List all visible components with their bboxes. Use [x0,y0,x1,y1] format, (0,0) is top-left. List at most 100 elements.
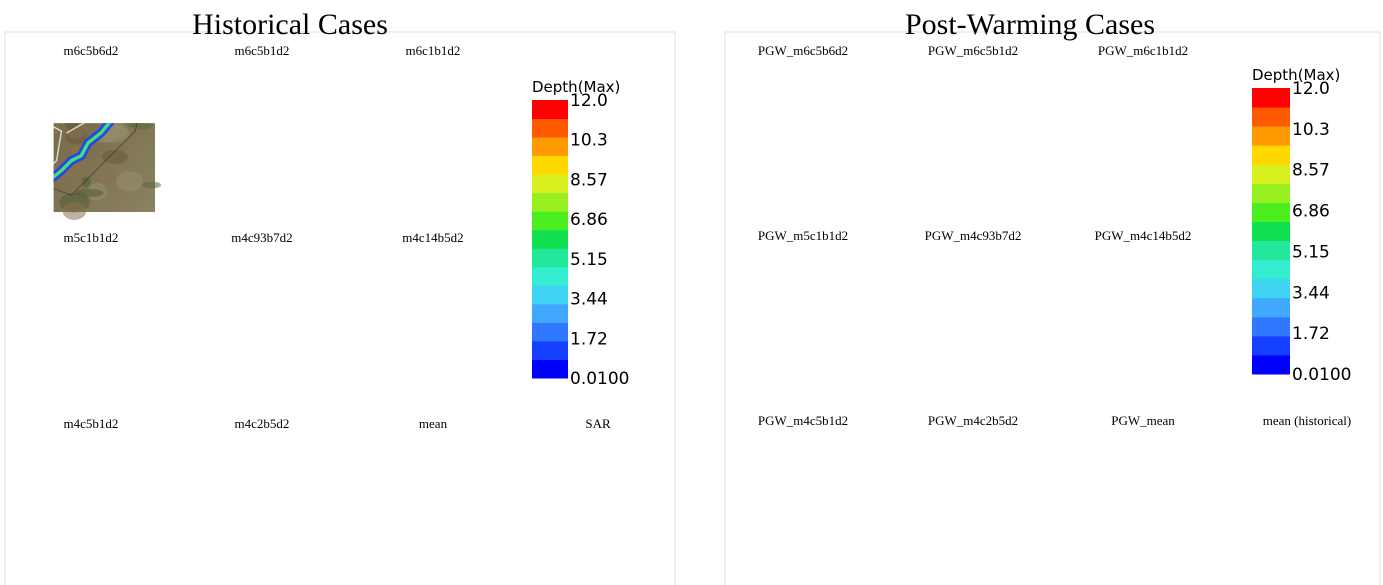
terrain-patch [453,114,471,132]
terrain-patch [757,79,768,85]
terrain-patch [737,532,758,550]
terrain-patch [832,572,863,580]
panel-label: m6c5b6d2 [64,43,119,58]
flood [389,103,473,182]
terrain-patch [955,527,973,534]
terrain-patch [1144,435,1161,458]
terrain-patch [264,146,293,157]
terrain-patch [844,529,864,537]
terrain-patch [1107,335,1118,349]
terrain-patch [930,123,942,143]
map-bg [198,249,326,399]
terrain-patch [780,465,796,479]
terrain-patch [87,76,106,94]
terrain-patch [489,450,501,464]
terrain-patch [794,519,805,529]
basin [1259,471,1358,568]
terrain-patch [821,486,836,503]
terrain-patch [429,347,441,363]
terrain-patch [1184,81,1197,98]
terrain-patch [409,133,422,145]
terrain-patch [113,248,143,259]
terrain-patch [143,537,160,545]
terrain-patch [309,282,320,304]
terrain-patch [910,523,930,539]
terrain-patch [201,430,230,450]
terrain-patch [296,84,324,97]
terrain-patch [236,193,264,205]
terrain-patch [89,57,113,73]
map [725,240,876,403]
terrain-patch [390,101,413,112]
terrain-patch [95,246,124,266]
terrain-patch [544,457,574,479]
terrain-patch [565,446,594,460]
terrain-patch [837,282,864,289]
terrain-patch [939,563,958,577]
terrain-patch [1351,495,1376,513]
panel-label: PGW_mean [1111,413,1175,428]
terrain-patch [62,201,87,220]
panel-label: SAR [585,416,611,431]
terrain-patch [783,534,792,558]
map-bg [737,430,870,585]
terrain-patch [1158,521,1183,540]
terrain-patch [310,473,329,487]
terrain-patch [762,500,789,522]
terrain-patch [843,141,874,159]
terrain-patch [765,384,791,396]
terrain-patch [803,324,830,330]
terrain-patch [376,109,403,128]
terrain-patch [21,132,50,143]
terrain-patch [1310,448,1336,466]
terrain-patch [96,169,122,185]
basin [925,471,1024,568]
terrain-patch [920,261,946,270]
terrain-patch [989,114,1004,125]
terrain-patch [639,572,650,582]
colorbar-label: 1.72 [570,329,608,349]
terrain-patch [265,534,281,549]
terrain-patch [1346,469,1372,493]
flood [218,475,302,555]
terrain-patch [974,145,1000,154]
terrain-patch [75,104,99,114]
terrain-patch [1191,373,1208,390]
terrain-patch [966,493,991,501]
colorbar-label: 0.0100 [1292,365,1351,385]
terrain-patch [928,390,941,403]
terrain-patch [417,327,435,333]
terrain-patch [1116,498,1132,517]
terrain-patch [1265,488,1297,511]
colorbar-band [532,118,568,138]
terrain-patch [374,182,404,201]
terrain-patch [221,311,241,320]
terrain-patch [472,123,498,146]
terrain-patch [746,317,775,332]
terrain-patch [950,285,973,301]
terrain-patch [1113,537,1145,552]
terrain-patch [252,392,268,402]
terrain-patch [1178,455,1201,471]
terrain-patch [100,270,112,288]
terrain-patch [392,538,400,560]
terrain-patch [431,247,439,268]
terrain-patch [224,116,254,133]
colorbar-label: 1.72 [1292,324,1330,344]
terrain-patch [144,274,161,291]
terrain-patch [386,257,405,277]
road [907,445,1040,550]
panel-label: m4c5b1d2 [64,416,119,431]
terrain-patch [861,87,875,109]
terrain-patch [362,152,391,175]
terrain-patch [1326,561,1357,571]
terrain-patch [897,128,925,139]
terrain-patch [247,60,262,69]
terrain-patch [981,537,992,553]
terrain-patch [64,262,81,271]
terrain-patch [748,319,771,325]
terrain-patch [15,337,45,347]
terrain-patch [253,548,278,557]
flood [1261,473,1348,555]
terrain-patch [966,444,978,465]
